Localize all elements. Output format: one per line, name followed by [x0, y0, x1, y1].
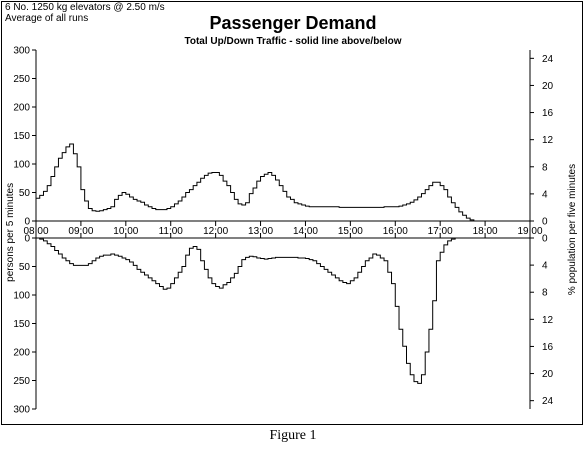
- right-lower-tick-label: 24: [542, 396, 554, 407]
- left-lower-tick-label: 250: [13, 376, 30, 387]
- right-lower-tick-label: 4: [542, 261, 548, 272]
- x-tick-label: 16:00: [383, 226, 408, 237]
- right-axis-title: % population per five minutes: [567, 164, 578, 295]
- x-tick-label: 13:00: [248, 226, 273, 237]
- right-lower-tick-label: 0: [542, 234, 548, 245]
- left-lower-tick-label: 150: [13, 319, 30, 330]
- x-tick-label: 17:00: [428, 226, 453, 237]
- x-tick-label: 09:00: [68, 226, 93, 237]
- elevator-config-note: 6 No. 1250 kg elevators @ 2.50 m/s: [5, 2, 165, 13]
- chart-title: Passenger Demand: [209, 13, 377, 33]
- left-lower-tick-label: 100: [13, 291, 30, 302]
- figure-caption: Figure 1: [269, 428, 317, 443]
- axes-layer: [32, 49, 534, 410]
- x-tick-label: 15:00: [338, 226, 363, 237]
- labels-layer: 0501001502002503000501001502002503000481…: [5, 46, 578, 416]
- right-upper-tick-label: 16: [542, 108, 554, 119]
- left-lower-tick-label: 300: [13, 405, 30, 416]
- right-lower-tick-label: 16: [542, 342, 554, 353]
- chart-subtitle: Total Up/Down Traffic - solid line above…: [184, 36, 402, 47]
- left-axis-title: persons per 5 minutes: [5, 183, 16, 282]
- x-tick-label: 10:00: [113, 226, 138, 237]
- right-lower-tick-label: 12: [542, 315, 554, 326]
- left-lower-tick-label: 0: [24, 234, 30, 245]
- right-upper-tick-label: 12: [542, 135, 554, 146]
- right-lower-tick-label: 8: [542, 288, 548, 299]
- left-lower-tick-label: 50: [19, 262, 31, 273]
- right-upper-tick-label: 24: [542, 54, 554, 65]
- x-tick-label: 18:00: [473, 226, 498, 237]
- right-upper-tick-label: 4: [542, 189, 548, 200]
- x-tick-label: 11:00: [159, 226, 184, 237]
- left-upper-tick-label: 250: [13, 74, 30, 85]
- left-lower-tick-label: 200: [13, 348, 30, 359]
- right-lower-tick-label: 20: [542, 369, 554, 380]
- left-upper-tick-label: 0: [24, 217, 30, 228]
- x-tick-label: 08:00: [23, 226, 48, 237]
- series-layer: [36, 143, 534, 384]
- x-tick-label: 14:00: [293, 226, 318, 237]
- left-upper-tick-label: 50: [19, 188, 31, 199]
- average-runs-note: Average of all runs: [5, 13, 89, 24]
- series-up-line: [36, 143, 534, 222]
- right-upper-tick-label: 20: [542, 81, 554, 92]
- left-upper-tick-label: 100: [13, 160, 30, 171]
- series-down-line: [36, 237, 530, 384]
- x-tick-label: 12:00: [203, 226, 228, 237]
- chart-frame: [1, 1, 583, 425]
- left-upper-tick-label: 300: [13, 46, 30, 57]
- right-upper-tick-label: 8: [542, 162, 548, 173]
- right-upper-tick-label: 0: [542, 217, 548, 228]
- left-upper-tick-label: 150: [13, 131, 30, 142]
- left-upper-tick-label: 200: [13, 103, 30, 114]
- x-tick-label: 19:00: [517, 226, 542, 237]
